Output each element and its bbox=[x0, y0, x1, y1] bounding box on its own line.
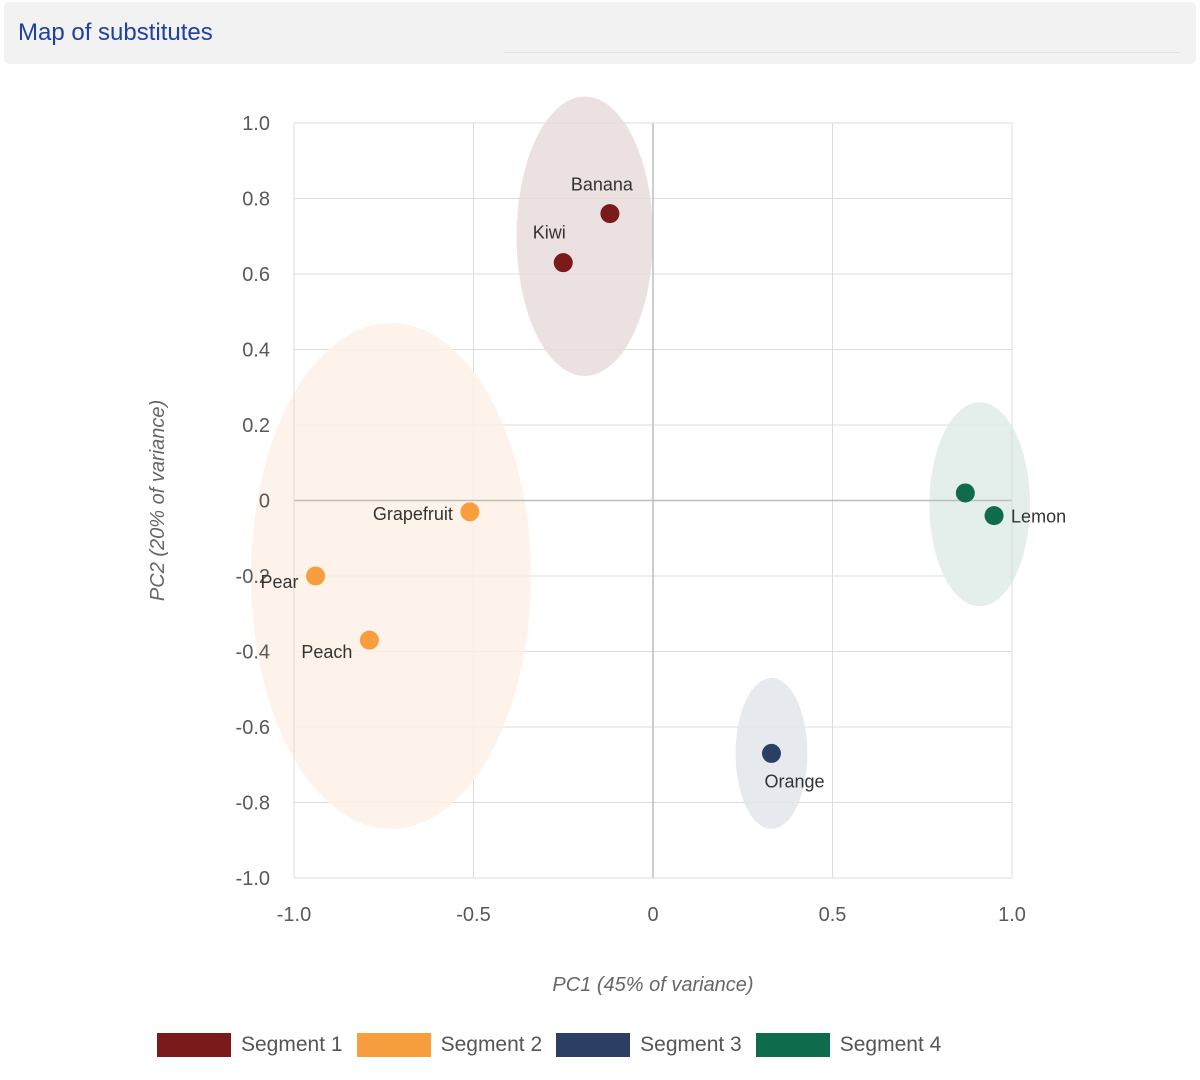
point-label: Lemon bbox=[1011, 507, 1066, 527]
y-tick-label: 0.8 bbox=[242, 189, 270, 211]
point-label: Banana bbox=[571, 175, 634, 195]
legend-label: Segment 3 bbox=[640, 1033, 742, 1056]
legend-item: Segment 3 bbox=[556, 1033, 742, 1057]
y-tick-label: 0.2 bbox=[242, 415, 270, 437]
cluster-ellipse bbox=[929, 402, 1030, 607]
legend-swatch bbox=[755, 1033, 830, 1057]
legend-label: Segment 4 bbox=[839, 1033, 942, 1056]
point-label: Grapefruit bbox=[373, 504, 453, 524]
x-tick-label: -1.0 bbox=[277, 904, 311, 926]
x-tick-label: 0.5 bbox=[819, 904, 847, 926]
y-tick-label: -0.4 bbox=[236, 642, 270, 664]
data-point bbox=[984, 506, 1004, 526]
chart-header: Map of substitutes bbox=[4, 2, 1196, 64]
scatter-chart: 1.0 0.8 0.6 0.4 0.2 0 -0.2 -0.4 -0.6 -0.8 -1.0 -1.0… bbox=[147, 96, 1066, 996]
y-axis-title: PC2 (20% of variance) bbox=[147, 400, 169, 601]
point-label: Kiwi bbox=[533, 223, 566, 243]
data-point bbox=[955, 483, 975, 503]
data-point bbox=[306, 566, 326, 586]
point-label: Peach bbox=[301, 642, 352, 662]
y-tick-label: 0 bbox=[259, 491, 270, 513]
data-point bbox=[460, 502, 480, 522]
x-tick-label: 1.0 bbox=[998, 904, 1026, 926]
y-tick-label: -0.6 bbox=[236, 717, 270, 739]
data-point bbox=[359, 630, 379, 650]
header-divider bbox=[504, 52, 1180, 53]
legend-swatch bbox=[556, 1033, 631, 1057]
legend-label: Segment 2 bbox=[440, 1033, 543, 1056]
legend-swatch bbox=[356, 1033, 431, 1057]
legend-label: Segment 1 bbox=[241, 1033, 343, 1056]
cluster-ellipse bbox=[250, 323, 531, 829]
y-tick-label: 0.6 bbox=[242, 264, 270, 286]
cluster-ellipse bbox=[516, 96, 653, 376]
data-point bbox=[600, 204, 620, 224]
data-point bbox=[761, 743, 781, 763]
y-tick-label: -1.0 bbox=[236, 868, 270, 890]
x-axis-title: PC1 (45% of variance) bbox=[552, 974, 753, 996]
page-title: Map of substitutes bbox=[18, 19, 213, 46]
y-tick-label: -0.2 bbox=[236, 566, 270, 588]
chart-legend: Segment 1 Segment 2 Segment 3 Segment 4 bbox=[157, 1032, 955, 1058]
y-tick-label: -0.8 bbox=[236, 793, 270, 815]
y-tick-label: 0.4 bbox=[242, 340, 270, 362]
legend-item: Segment 2 bbox=[356, 1033, 543, 1057]
point-label: Orange bbox=[764, 771, 824, 791]
cluster-regions bbox=[250, 96, 1030, 829]
legend-swatch bbox=[157, 1033, 231, 1057]
x-tick-label: -0.5 bbox=[456, 904, 490, 926]
x-tick-label: 0 bbox=[647, 904, 658, 926]
legend-item: Segment 1 bbox=[157, 1033, 343, 1057]
y-tick-label: 1.0 bbox=[242, 113, 270, 135]
point-label: Pear bbox=[261, 572, 299, 592]
legend-item: Segment 4 bbox=[755, 1033, 942, 1057]
data-point bbox=[553, 253, 573, 273]
